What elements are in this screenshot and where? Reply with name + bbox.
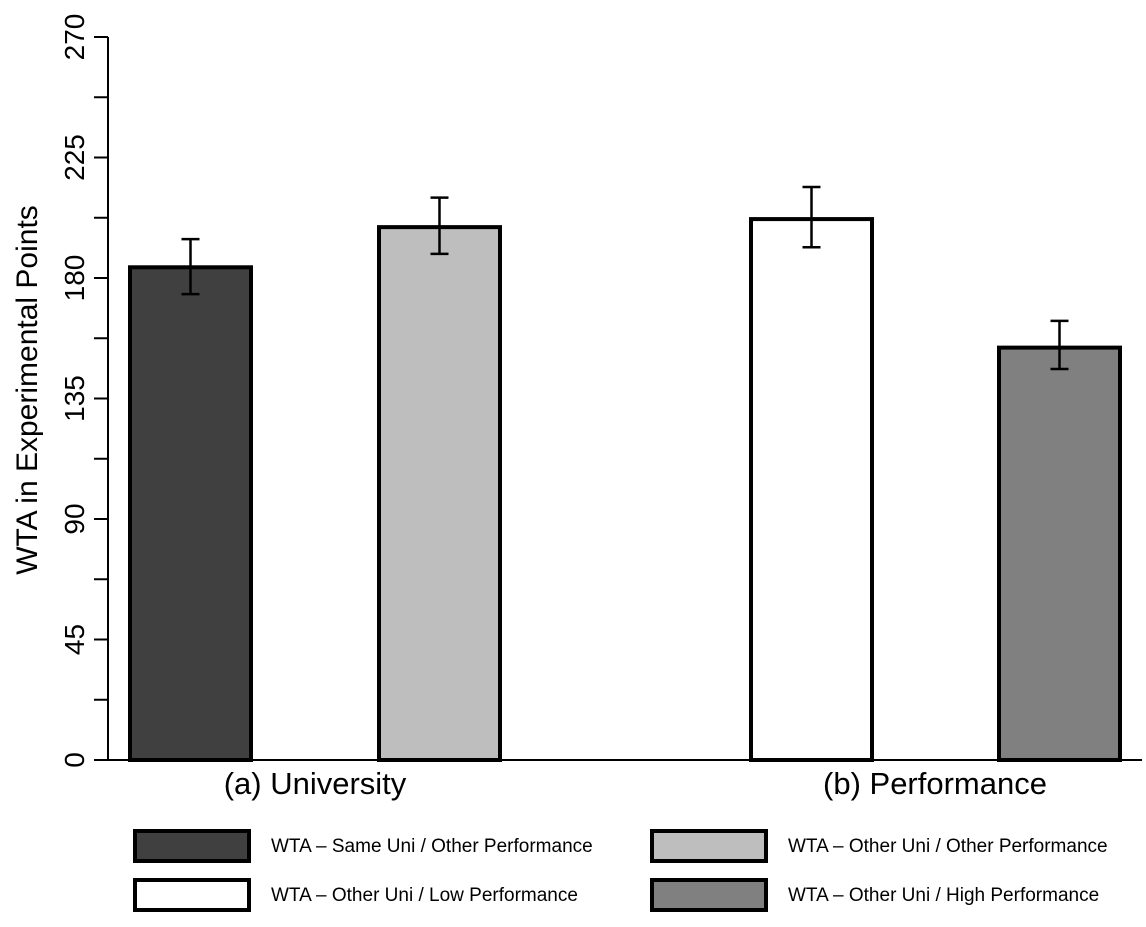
y-tick-label: 90	[59, 503, 90, 534]
bar	[997, 345, 1122, 762]
y-tick-label: 0	[59, 752, 90, 768]
error-bars	[181, 185, 1069, 371]
bar	[749, 217, 874, 763]
y-axis-label: WTA in Experimental Points	[11, 205, 44, 575]
legend-label: WTA – Other Uni / High Performance	[788, 885, 1099, 906]
legend-label: WTA – Other Uni / Low Performance	[271, 885, 578, 906]
bar	[377, 225, 502, 763]
legend-swatch	[133, 829, 251, 863]
legend-swatch	[133, 878, 251, 912]
legend-swatch	[650, 829, 768, 863]
group-label: (a) University	[224, 766, 407, 801]
legend: WTA – Same Uni / Other Performance WTA – …	[133, 829, 1108, 912]
group-label: (b) Performance	[823, 766, 1047, 801]
legend-label: WTA – Other Uni / Other Performance	[788, 836, 1108, 857]
legend-swatch	[650, 878, 768, 912]
bars	[128, 217, 1122, 763]
y-axis: 0 45 90 135 180 225 270	[59, 14, 1142, 768]
y-tick-label: 270	[59, 14, 90, 61]
y-tick-label: 225	[59, 134, 90, 181]
y-tick-label: 135	[59, 375, 90, 422]
legend-label: WTA – Same Uni / Other Performance	[271, 836, 593, 857]
group-labels: (a) University (b) Performance	[224, 766, 1047, 801]
y-tick-label: 180	[59, 255, 90, 302]
y-tick-label: 45	[59, 624, 90, 655]
bar	[128, 265, 253, 762]
